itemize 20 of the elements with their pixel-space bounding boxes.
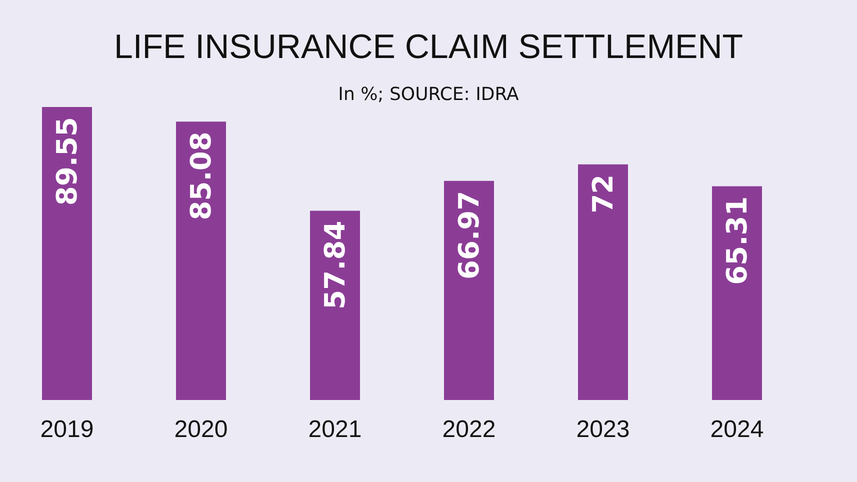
bar [444, 180, 494, 400]
data-label: 89.55 [50, 117, 84, 206]
x-tick-label: 2024 [710, 416, 764, 444]
bar [310, 210, 360, 400]
bar [578, 164, 628, 400]
chart-title: LIFE INSURANCE CLAIM SETTLEMENT [112, 28, 744, 67]
x-tick-label: 2019 [40, 416, 94, 444]
data-label: 57.84 [318, 220, 352, 310]
bar [176, 122, 226, 400]
x-tick-label: 2021 [308, 416, 362, 444]
chart-subtitle: In %; SOURCE: IDRA [337, 84, 520, 105]
x-tick-label: 2020 [174, 416, 228, 444]
bar [42, 107, 92, 400]
data-label: 85.08 [184, 132, 218, 220]
data-label: 65.31 [720, 196, 754, 285]
x-tick-label: 2023 [576, 416, 630, 444]
x-tick-label: 2022 [442, 416, 496, 444]
data-label: 66.97 [452, 190, 486, 280]
data-label: 72 [586, 174, 620, 214]
bar [712, 186, 762, 400]
